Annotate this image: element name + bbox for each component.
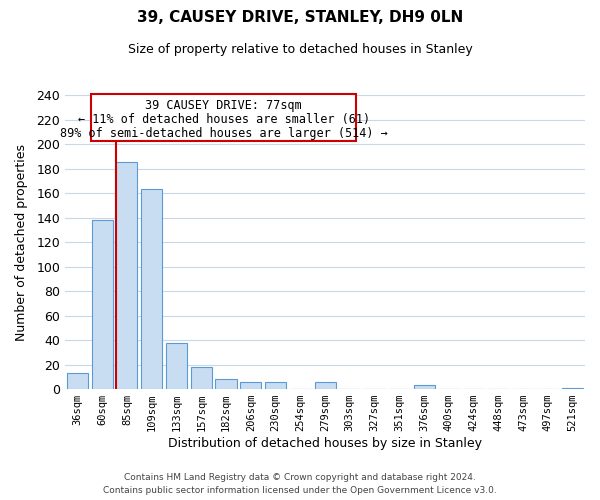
X-axis label: Distribution of detached houses by size in Stanley: Distribution of detached houses by size … <box>168 437 482 450</box>
Bar <box>191 367 212 389</box>
Bar <box>413 386 434 389</box>
Text: 39 CAUSEY DRIVE: 77sqm: 39 CAUSEY DRIVE: 77sqm <box>145 100 302 112</box>
Bar <box>141 190 162 389</box>
Bar <box>166 342 187 389</box>
Bar <box>314 382 335 389</box>
Bar <box>240 382 261 389</box>
Bar <box>116 162 137 389</box>
Bar <box>67 373 88 389</box>
Bar <box>92 220 113 389</box>
Bar <box>265 382 286 389</box>
Text: 39, CAUSEY DRIVE, STANLEY, DH9 0LN: 39, CAUSEY DRIVE, STANLEY, DH9 0LN <box>137 10 463 25</box>
Bar <box>215 380 236 389</box>
Y-axis label: Number of detached properties: Number of detached properties <box>15 144 28 340</box>
Bar <box>91 94 356 140</box>
Text: Size of property relative to detached houses in Stanley: Size of property relative to detached ho… <box>128 42 472 56</box>
Text: Contains HM Land Registry data © Crown copyright and database right 2024.
Contai: Contains HM Land Registry data © Crown c… <box>103 474 497 495</box>
Text: ← 11% of detached houses are smaller (61): ← 11% of detached houses are smaller (61… <box>77 112 370 126</box>
Bar <box>562 388 583 389</box>
Text: 89% of semi-detached houses are larger (514) →: 89% of semi-detached houses are larger (… <box>60 128 388 140</box>
